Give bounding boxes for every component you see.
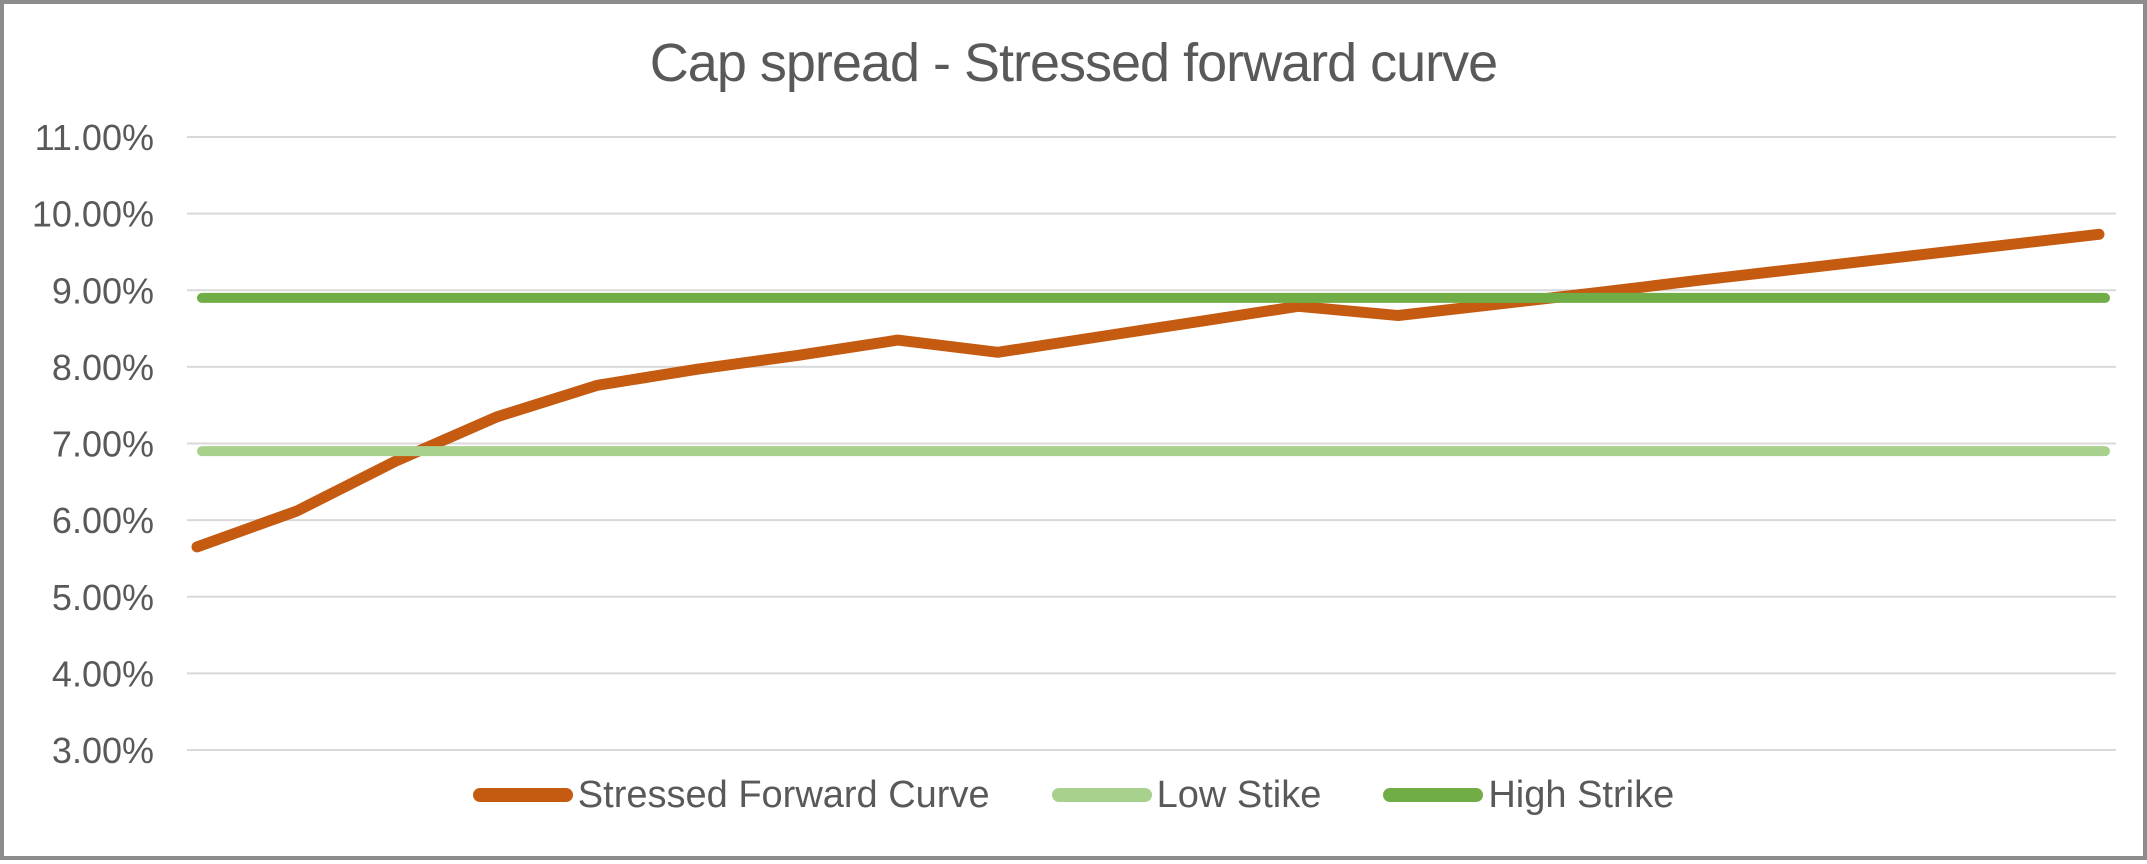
legend-swatch-stressed-forward-curve xyxy=(472,788,573,802)
legend-item-high-strike: High Strike xyxy=(1383,774,1674,817)
y-axis-label: 9.00% xyxy=(52,270,154,311)
chart-title: Cap spread - Stressed forward curve xyxy=(649,33,1498,93)
legend-label-high-strike: High Strike xyxy=(1488,773,1675,816)
legend-swatch-high-strike xyxy=(1383,788,1484,802)
legend-item-low-strike: Low Stike xyxy=(1051,773,1322,817)
y-axis-label: 4.00% xyxy=(52,653,154,694)
legend: Stressed Forward Curve Low Stike High St… xyxy=(4,772,2143,818)
y-axis-label: 11.00% xyxy=(35,117,154,158)
y-axis-label: 7.00% xyxy=(52,424,154,465)
legend-label-stressed-forward-curve: Stressed Forward Curve xyxy=(577,773,990,816)
y-axis-label: 5.00% xyxy=(52,577,154,618)
y-axis-label: 8.00% xyxy=(52,347,154,388)
plot-area: 11.00% 10.00% 9.00% 8.00% 7.00% 6.00% 5.00% 4.0… xyxy=(32,117,2116,771)
y-axis-label: 6.00% xyxy=(52,500,154,541)
y-axis-label: 3.00% xyxy=(52,730,154,771)
y-axis-label: 10.00% xyxy=(32,194,154,235)
legend-item-stressed-forward-curve: Stressed Forward Curve xyxy=(472,773,990,817)
legend-label-low-strike: Low Stike xyxy=(1156,773,1322,816)
legend-swatch-low-strike xyxy=(1051,788,1152,802)
series-stressed-forward-curve xyxy=(191,228,2105,553)
